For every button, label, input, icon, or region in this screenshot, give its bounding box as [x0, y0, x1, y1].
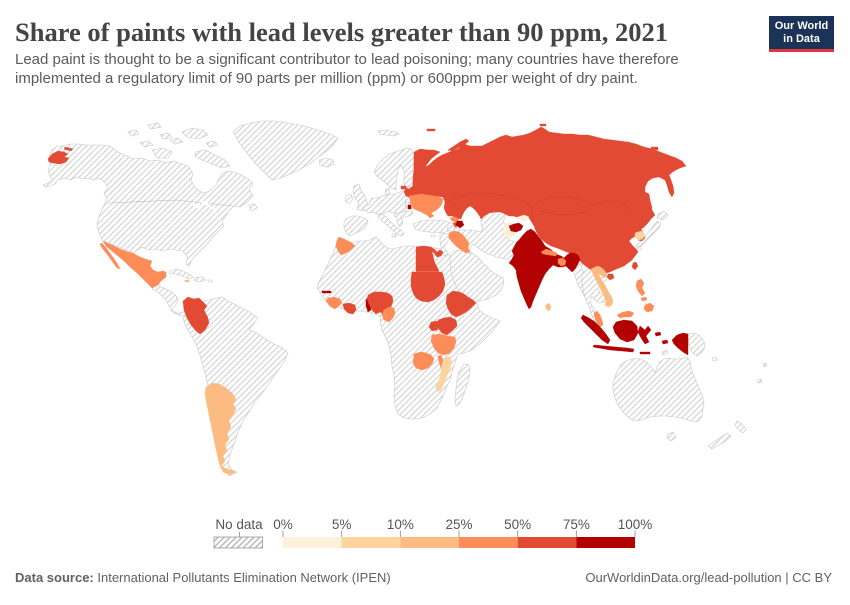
svg-text:25%: 25% [445, 517, 472, 532]
svg-text:75%: 75% [563, 517, 590, 532]
svg-text:No data: No data [215, 517, 263, 532]
svg-text:50%: 50% [504, 517, 531, 532]
svg-text:100%: 100% [618, 517, 653, 532]
svg-text:0%: 0% [273, 517, 293, 532]
svg-text:5%: 5% [332, 517, 352, 532]
svg-text:10%: 10% [387, 517, 414, 532]
